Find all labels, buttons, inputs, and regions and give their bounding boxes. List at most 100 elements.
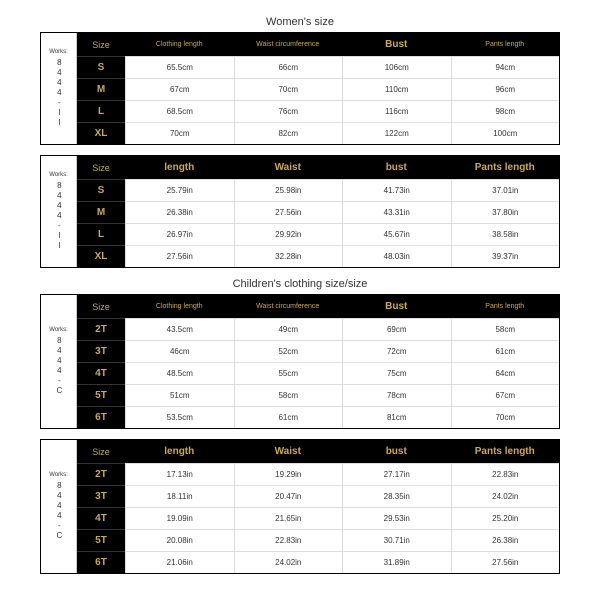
data-cell: 65.5cm <box>125 56 234 78</box>
size-cell: 5T <box>77 384 125 406</box>
data-cell: 27.56in <box>125 245 234 267</box>
data-cell: 19.29in <box>234 463 343 485</box>
size-table: Works: 8444-C SizelengthWaistbustPants len… <box>40 439 560 574</box>
size-cell: S <box>77 56 125 78</box>
data-cell: 24.02in <box>451 485 560 507</box>
side-label-code: 8444-C <box>54 481 63 541</box>
size-cell: 6T <box>77 551 125 573</box>
data-cell: 46cm <box>125 340 234 362</box>
column-header: Size <box>77 295 125 318</box>
size-cell: XL <box>77 122 125 144</box>
data-cell: 64cm <box>451 362 560 384</box>
data-cell: 20.08in <box>125 529 234 551</box>
data-cell: 39.37in <box>451 245 560 267</box>
data-cell: 98cm <box>451 100 560 122</box>
size-cell: M <box>77 78 125 100</box>
data-cell: 18.11in <box>125 485 234 507</box>
data-cell: 51cm <box>125 384 234 406</box>
data-cell: 20.47in <box>234 485 343 507</box>
data-cell: 41.73in <box>342 179 451 201</box>
data-cell: 66cm <box>234 56 343 78</box>
table-grid: SizeClothing lengthWaist circumferenceBu… <box>77 33 559 144</box>
size-cell: 2T <box>77 318 125 340</box>
data-cell: 26.38in <box>451 529 560 551</box>
data-cell: 82cm <box>234 122 343 144</box>
data-cell: 122cm <box>342 122 451 144</box>
size-chart-document: Women's sizeWorks:8444-IISizeClothing le… <box>40 16 560 574</box>
data-cell: 78cm <box>342 384 451 406</box>
column-header: Clothing length <box>125 33 234 56</box>
column-header: bust <box>342 156 451 179</box>
size-table: Works: 8444-II SizeClothing lengthWaist ci… <box>40 32 560 145</box>
size-table: Works:8444-CSizeClothing lengthWaist cir… <box>40 294 560 429</box>
side-label: Works: 8444-C <box>41 440 77 573</box>
data-cell: 58cm <box>451 318 560 340</box>
size-cell: XL <box>77 245 125 267</box>
column-header: Size <box>77 33 125 56</box>
column-header: Waist circumference <box>234 33 343 56</box>
data-cell: 55cm <box>234 362 343 384</box>
side-label: Works:8444-II <box>41 156 77 267</box>
size-cell: 6T <box>77 406 125 428</box>
column-header: Clothing length <box>125 295 234 318</box>
size-cell: 5T <box>77 529 125 551</box>
side-label: Works: 8444-II <box>41 33 77 144</box>
data-cell: 25.79in <box>125 179 234 201</box>
side-label-top: Works: <box>49 472 68 479</box>
data-cell: 29.92in <box>234 223 343 245</box>
data-cell: 30.71in <box>342 529 451 551</box>
data-cell: 72cm <box>342 340 451 362</box>
size-cell: L <box>77 100 125 122</box>
data-cell: 31.89in <box>342 551 451 573</box>
section-title: Women's size <box>40 16 560 28</box>
column-header: Pants length <box>451 33 560 56</box>
data-cell: 27.56in <box>451 551 560 573</box>
size-cell: S <box>77 179 125 201</box>
data-cell: 19.09in <box>125 507 234 529</box>
size-cell: L <box>77 223 125 245</box>
column-header: bust <box>342 440 451 463</box>
table-grid: SizeClothing lengthWaist circumferenceBu… <box>77 295 559 428</box>
column-header: length <box>125 440 234 463</box>
side-label-top: Works: <box>49 327 68 334</box>
data-cell: 27.56in <box>234 201 343 223</box>
data-cell: 106cm <box>342 56 451 78</box>
table-grid: SizelengthWaistbustPants lengthS25.79in2… <box>77 156 559 267</box>
data-cell: 37.80in <box>451 201 560 223</box>
data-cell: 116cm <box>342 100 451 122</box>
data-cell: 26.97in <box>125 223 234 245</box>
column-header: Bust <box>342 295 451 318</box>
column-header: Bust <box>342 33 451 56</box>
column-header: Pants length <box>451 440 560 463</box>
data-cell: 67cm <box>125 78 234 100</box>
data-cell: 61cm <box>234 406 343 428</box>
table-grid: SizelengthWaistbustPants length2T17.13in… <box>77 440 559 573</box>
data-cell: 24.02in <box>234 551 343 573</box>
data-cell: 38.58in <box>451 223 560 245</box>
side-label-code: 8444-II <box>54 58 63 128</box>
data-cell: 28.35in <box>342 485 451 507</box>
data-cell: 100cm <box>451 122 560 144</box>
data-cell: 29.53in <box>342 507 451 529</box>
column-header: Waist circumference <box>234 295 343 318</box>
data-cell: 53.5cm <box>125 406 234 428</box>
data-cell: 81cm <box>342 406 451 428</box>
data-cell: 94cm <box>451 56 560 78</box>
data-cell: 48.03in <box>342 245 451 267</box>
data-cell: 22.83in <box>234 529 343 551</box>
data-cell: 67cm <box>451 384 560 406</box>
data-cell: 32.28in <box>234 245 343 267</box>
column-header: Pants length <box>451 156 560 179</box>
side-label-top: Works: <box>49 49 68 56</box>
data-cell: 70cm <box>125 122 234 144</box>
data-cell: 22.83in <box>451 463 560 485</box>
data-cell: 110cm <box>342 78 451 100</box>
data-cell: 25.98in <box>234 179 343 201</box>
size-cell: 3T <box>77 485 125 507</box>
side-label-code: 8444-II <box>54 181 63 251</box>
data-cell: 43.5cm <box>125 318 234 340</box>
data-cell: 25.20in <box>451 507 560 529</box>
column-header: Size <box>77 440 125 463</box>
column-header: Waist <box>234 440 343 463</box>
column-header: length <box>125 156 234 179</box>
